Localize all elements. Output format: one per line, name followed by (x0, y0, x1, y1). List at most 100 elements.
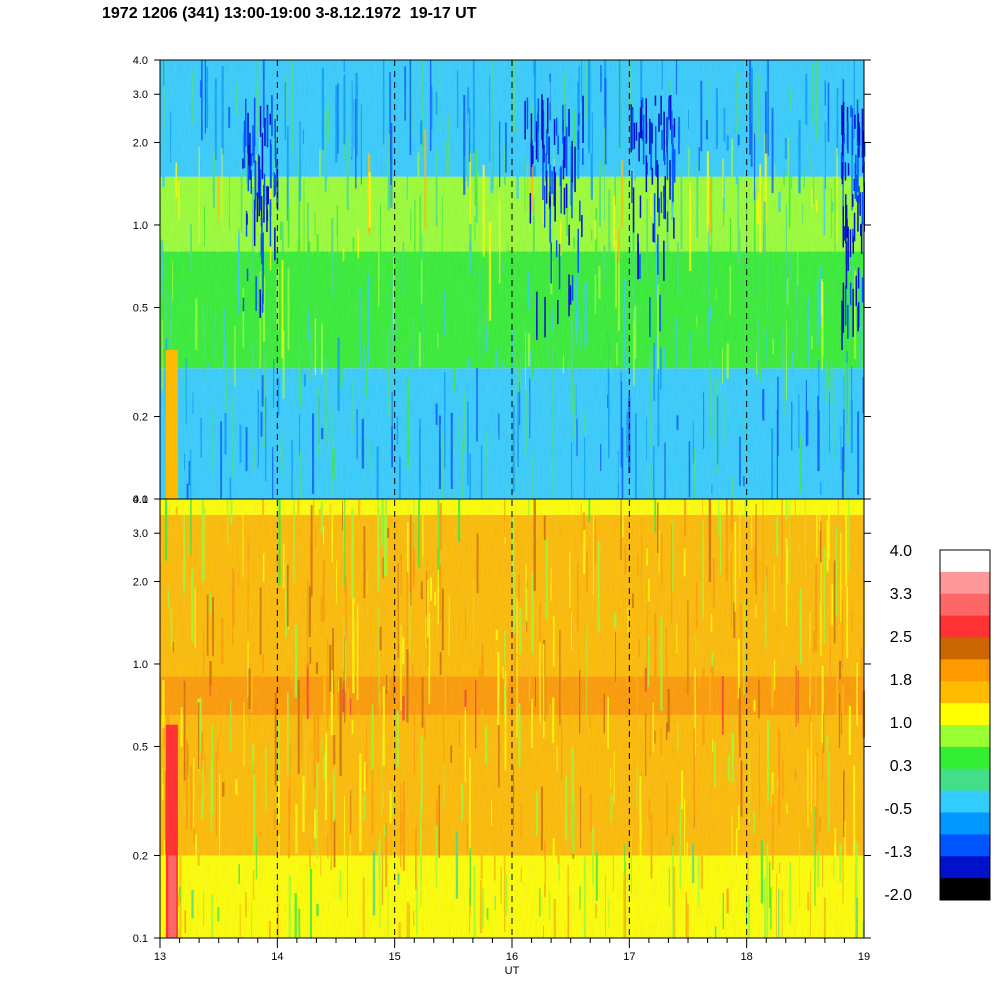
heatmap-streak (259, 289, 261, 318)
colorbar-swatch (940, 725, 990, 748)
colorbar-swatch (940, 790, 990, 814)
heatmap-streak (863, 142, 866, 157)
heatmap-streak (861, 108, 864, 158)
heatmap-streak (850, 105, 852, 118)
heatmap-streak (857, 267, 860, 289)
heatmap-streak (264, 117, 266, 146)
heatmap-streak (852, 236, 854, 254)
colorbar-swatch (940, 659, 990, 682)
heatmap-streak (861, 192, 864, 225)
heatmap-streak (857, 302, 860, 328)
heatmap-streak (257, 154, 260, 199)
heatmap-streak (842, 282, 845, 333)
heatmap-streak (275, 152, 277, 168)
heatmap-streak (578, 113, 580, 126)
heatmap-streak (242, 297, 245, 312)
heatmap-streak (542, 100, 544, 149)
heatmap-streak (639, 107, 642, 139)
heatmap-streak (565, 183, 568, 208)
heatmap-streak (842, 101, 845, 143)
heatmap-streak (646, 162, 648, 175)
y-tick-label: 4.0 (133, 55, 148, 67)
x-tick-label: 16 (506, 951, 518, 963)
heatmap-streak (852, 228, 854, 243)
heatmap-streak (250, 153, 253, 166)
colorbar-label: 1.8 (890, 672, 912, 689)
heatmap-streak (255, 276, 257, 311)
heatmap-streak (851, 108, 854, 155)
heatmap-streak (579, 200, 581, 222)
heatmap-streak (529, 193, 532, 224)
heatmap-streak (659, 294, 661, 332)
colorbar-swatch (940, 703, 990, 726)
heatmap-streak (553, 166, 555, 207)
heatmap-streak (563, 187, 566, 215)
heatmap-streak (541, 94, 543, 140)
heatmap-streak (657, 234, 659, 275)
heatmap-streak (536, 291, 538, 340)
heatmap-streak (654, 95, 657, 106)
heatmap-streak (855, 275, 857, 307)
y-tick-label: 0.2 (133, 851, 148, 863)
heatmap-streak (843, 133, 845, 144)
heatmap-streak (562, 160, 565, 180)
heatmap-streak (581, 215, 583, 238)
heatmap-streak (262, 232, 264, 270)
heatmap-streak (250, 169, 252, 194)
heatmap-streak (247, 112, 249, 154)
heatmap-streak (853, 178, 855, 191)
heatmap-streak (269, 199, 272, 216)
heatmap-streak (849, 282, 852, 306)
heatmap-streak (666, 211, 669, 232)
heatmap-streak (526, 97, 529, 130)
heatmap-streak (560, 166, 562, 214)
heatmap-streak (537, 113, 539, 162)
heatmap-streak (845, 204, 848, 232)
heatmap-streak (577, 228, 579, 273)
heatmap-streak (853, 212, 856, 242)
heatmap-streak (847, 226, 849, 271)
heatmap-streak (847, 304, 849, 339)
heatmap-streak (633, 122, 636, 149)
heatmap-streak (582, 148, 584, 165)
heatmap-streak (557, 299, 559, 325)
heatmap-streak (650, 121, 652, 171)
heatmap-streak (857, 195, 859, 232)
heatmap-texture (160, 499, 864, 938)
heatmap-streak (263, 173, 266, 205)
x-axis: 13 14 15 16 17 18 19 UT (154, 938, 870, 977)
heatmap-streak (645, 155, 648, 193)
y-tick-label: 0.1 (133, 494, 148, 506)
heatmap-streak (260, 196, 263, 227)
heatmap-streak (571, 141, 573, 183)
heatmap-streak (254, 161, 257, 196)
heatmap-streak (640, 100, 643, 139)
chart-title: 1972 1206 (341) 13:00-19:00 3-8.12.1972 … (102, 5, 477, 22)
heatmap-streak (258, 156, 261, 200)
heatmap-streak (845, 241, 848, 289)
heatmap-feature (165, 349, 178, 499)
heatmap-streak (673, 118, 676, 138)
heatmap-streak (645, 98, 647, 144)
colorbar-label: 4.0 (890, 543, 912, 560)
heatmap-streak (657, 164, 659, 213)
y-tick-label: 3.0 (133, 528, 148, 540)
heatmap-streak (842, 206, 844, 248)
y-axes: 0.10.20.51.02.03.04.00.10.20.51.02.03.04… (133, 55, 871, 945)
heatmap-streak (637, 233, 639, 280)
heatmap-streak (253, 97, 256, 147)
heatmap-streak (271, 95, 273, 137)
x-axis-label: UT (505, 965, 520, 977)
heatmap-streak (651, 167, 654, 185)
heatmap-streak (549, 164, 551, 197)
heatmap-streak (664, 176, 666, 220)
heatmap-streak (553, 119, 556, 145)
heatmap-streak (558, 244, 561, 290)
heatmap-streak (544, 296, 546, 338)
heatmap-streak (530, 113, 533, 149)
heatmap-streak (550, 242, 552, 284)
heatmap-streak (545, 170, 548, 204)
heatmap-streak (571, 275, 574, 301)
heatmap-streak (666, 117, 669, 139)
